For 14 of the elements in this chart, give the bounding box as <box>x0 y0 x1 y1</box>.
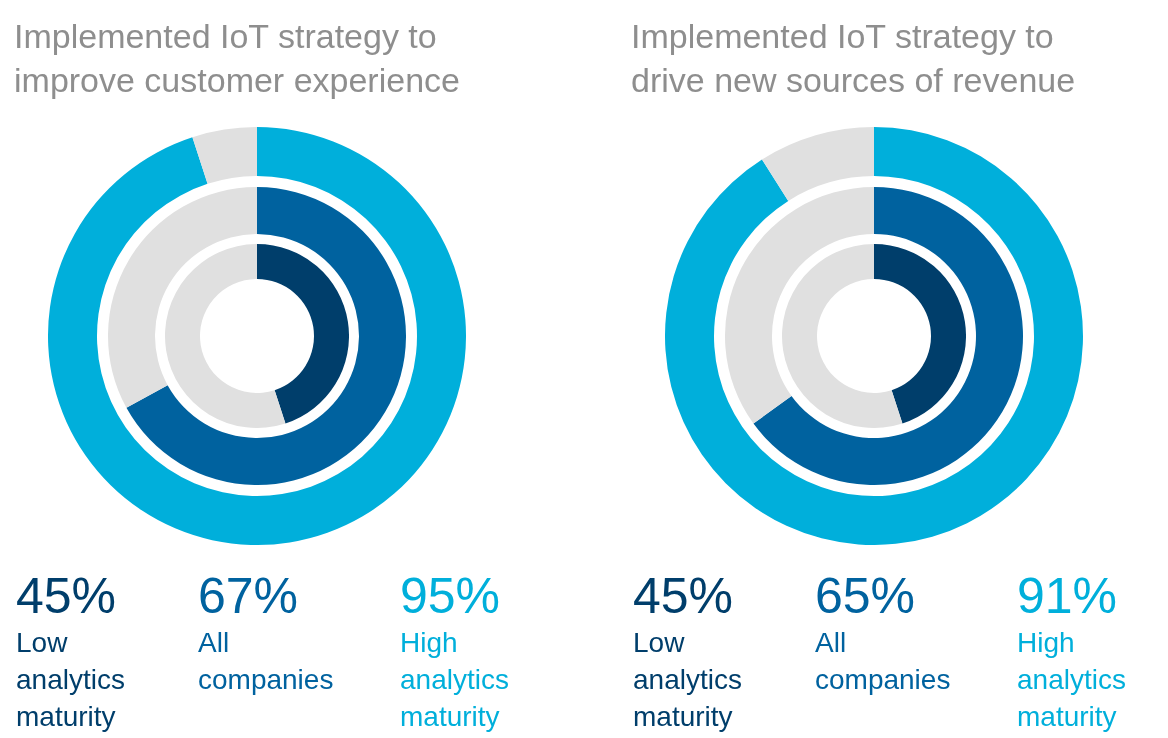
slice-label: High analytics maturity <box>400 626 510 734</box>
text: 67% <box>198 568 300 624</box>
slice-label: High analytics maturity <box>1017 626 1127 734</box>
chart-title: Implemented IoT strategy to drive new sources of revenue <box>631 16 1077 101</box>
text: 91% <box>1017 568 1119 624</box>
text: 65% <box>815 568 917 624</box>
text: 95% <box>400 568 502 624</box>
chart-title: Implemented IoT strategy to improve customer experience <box>14 16 461 101</box>
text: 45% <box>633 568 735 624</box>
slice-label: Low analytics maturity <box>16 626 126 734</box>
slice-label: All companies <box>198 626 335 697</box>
slice-label: All companies <box>815 626 952 697</box>
slice-label: Low analytics maturity <box>633 626 743 734</box>
text: 45% <box>16 568 118 624</box>
